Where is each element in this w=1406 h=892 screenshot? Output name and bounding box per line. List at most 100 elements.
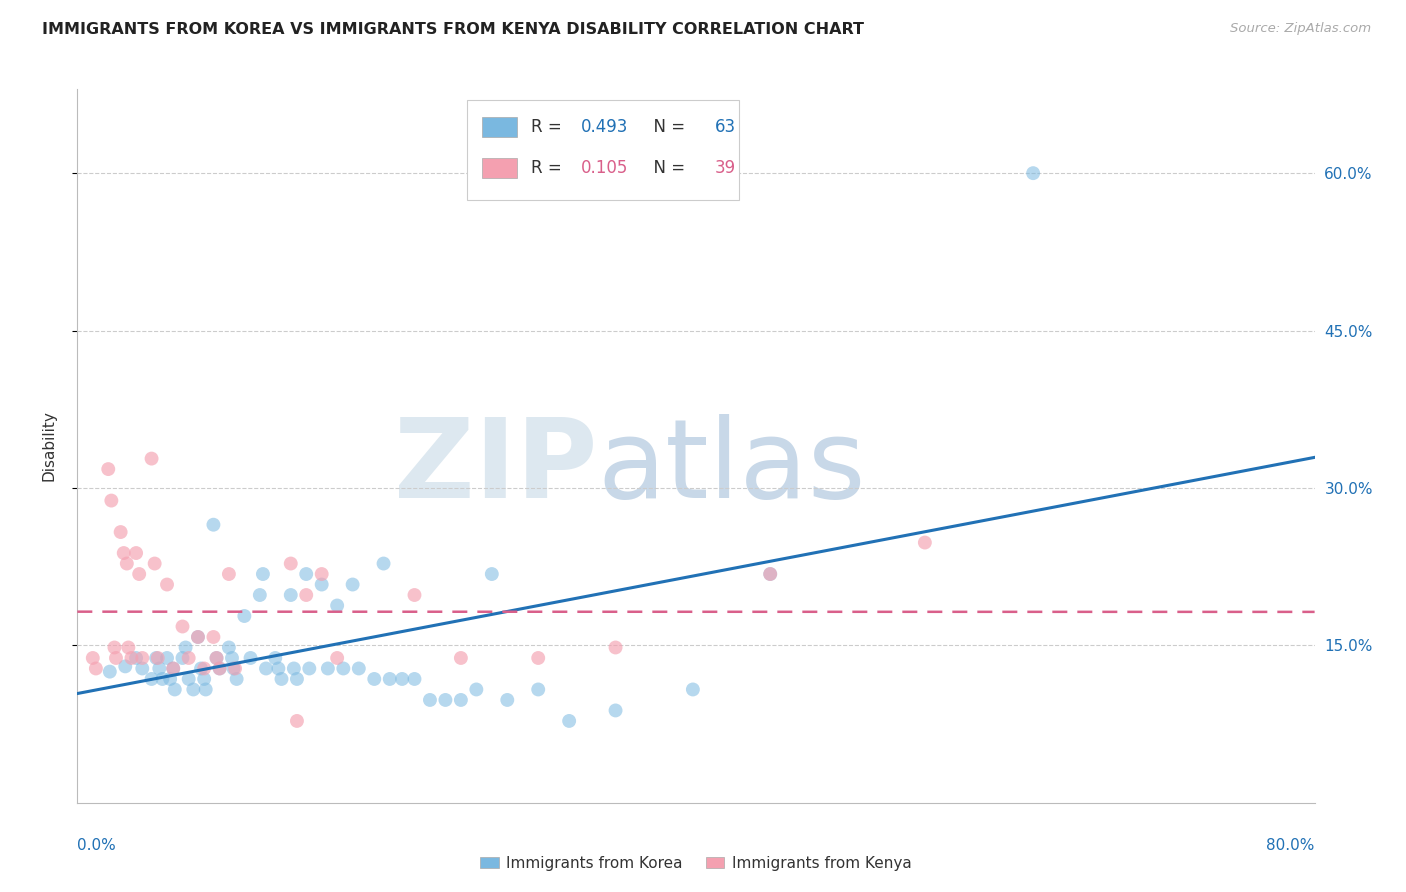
Point: [249, 588, 271, 602]
Point: [759, 567, 782, 582]
Point: [264, 651, 287, 665]
Text: 63: 63: [714, 118, 735, 136]
Point: [202, 517, 225, 532]
Point: [82, 651, 104, 665]
Point: [527, 651, 550, 665]
Point: [342, 577, 364, 591]
Point: [162, 661, 184, 675]
Text: N =: N =: [643, 118, 690, 136]
Point: [682, 682, 704, 697]
Point: [326, 599, 349, 613]
Point: [103, 640, 125, 655]
Bar: [482, 158, 516, 178]
Point: [172, 651, 194, 665]
Point: [285, 714, 308, 728]
Point: [280, 557, 302, 571]
Text: Source: ZipAtlas.com: Source: ZipAtlas.com: [1230, 22, 1371, 36]
Point: [254, 661, 277, 675]
Point: [759, 567, 782, 582]
Point: [145, 651, 167, 665]
Text: 39: 39: [714, 159, 735, 177]
Point: [205, 651, 228, 665]
Point: [252, 567, 274, 582]
Point: [146, 651, 169, 665]
Point: [280, 588, 302, 602]
Point: [117, 640, 139, 655]
Text: 0.0%: 0.0%: [77, 838, 117, 854]
Point: [239, 651, 262, 665]
Point: [347, 661, 370, 675]
Point: [148, 661, 170, 675]
Point: [98, 665, 121, 679]
Point: [205, 651, 228, 665]
Point: [141, 451, 163, 466]
Point: [131, 661, 153, 675]
Point: [311, 567, 333, 582]
Point: [174, 640, 197, 655]
Point: [193, 672, 215, 686]
Point: [187, 630, 209, 644]
Point: [221, 651, 243, 665]
Point: [295, 588, 318, 602]
Point: [125, 651, 148, 665]
Text: 0.105: 0.105: [581, 159, 628, 177]
Point: [316, 661, 339, 675]
Point: [100, 493, 122, 508]
Text: R =: R =: [531, 118, 568, 136]
Point: [218, 567, 240, 582]
Point: [267, 661, 290, 675]
Point: [177, 672, 200, 686]
Text: R =: R =: [531, 159, 568, 177]
Point: [112, 546, 135, 560]
Text: N =: N =: [643, 159, 690, 177]
Point: [208, 661, 231, 675]
Point: [156, 651, 179, 665]
Point: [605, 703, 627, 717]
Point: [84, 661, 107, 675]
Point: [391, 672, 413, 686]
Y-axis label: Disability: Disability: [42, 410, 56, 482]
Point: [295, 567, 318, 582]
Point: [152, 672, 174, 686]
Point: [373, 557, 395, 571]
Point: [465, 682, 488, 697]
Point: [187, 630, 209, 644]
Point: [141, 672, 163, 686]
Bar: [482, 117, 516, 137]
Point: [434, 693, 457, 707]
Point: [404, 672, 426, 686]
Text: atlas: atlas: [598, 414, 866, 521]
Point: [177, 651, 200, 665]
Point: [193, 661, 215, 675]
Point: [450, 651, 472, 665]
Point: [404, 588, 426, 602]
Text: ZIP: ZIP: [394, 414, 598, 521]
Point: [194, 682, 217, 697]
Point: [270, 672, 292, 686]
Point: [190, 661, 212, 675]
Text: 80.0%: 80.0%: [1267, 838, 1315, 854]
Point: [121, 651, 143, 665]
Point: [156, 577, 179, 591]
Point: [481, 567, 503, 582]
Point: [222, 661, 245, 675]
Point: [218, 640, 240, 655]
Point: [605, 640, 627, 655]
Point: [311, 577, 333, 591]
Point: [105, 651, 128, 665]
Point: [172, 619, 194, 633]
Point: [125, 546, 148, 560]
Point: [110, 524, 132, 539]
Point: [163, 682, 186, 697]
Point: [326, 651, 349, 665]
Point: [378, 672, 401, 686]
Point: [285, 672, 308, 686]
Point: [363, 672, 385, 686]
Text: 0.493: 0.493: [581, 118, 628, 136]
Point: [114, 659, 136, 673]
Point: [115, 557, 138, 571]
Point: [332, 661, 354, 675]
Point: [233, 609, 256, 624]
Point: [224, 661, 246, 675]
FancyBboxPatch shape: [467, 100, 740, 200]
